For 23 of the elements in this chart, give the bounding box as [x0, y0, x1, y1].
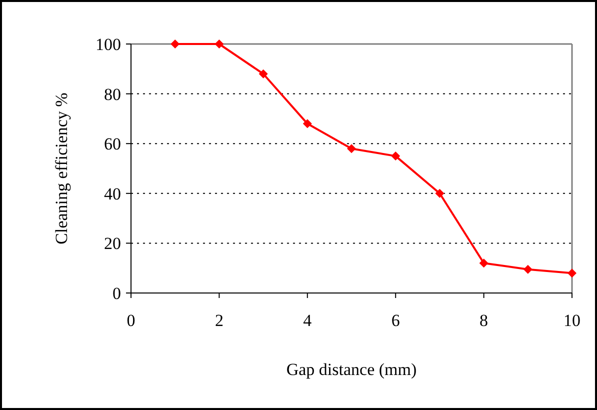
- y-axis-title: Cleaning efficiency %: [52, 92, 71, 244]
- y-tick-label: 20: [104, 234, 121, 254]
- x-tick-label: 4: [303, 311, 312, 330]
- point: [479, 258, 488, 268]
- x-tick-label: 2: [214, 311, 224, 330]
- x-axis-title: Gap distance (mm): [286, 360, 417, 379]
- point: [523, 264, 532, 274]
- y-tick-label: 100: [96, 34, 121, 54]
- point: [391, 152, 400, 161]
- x-tick-label: 8: [480, 311, 488, 330]
- point: [258, 69, 268, 78]
- x-tick-label: 6: [391, 311, 400, 330]
- y-tick-label: 60: [104, 134, 121, 154]
- x-tick-label: 0: [126, 311, 136, 330]
- point: [302, 119, 312, 128]
- point: [347, 144, 356, 154]
- y-tick-label: 0: [112, 284, 121, 303]
- y-tick-label: 80: [104, 84, 121, 104]
- y-tick-label: 40: [104, 184, 121, 204]
- point: [435, 188, 444, 198]
- x-tick-label: 10: [564, 311, 580, 330]
- point: [568, 268, 576, 278]
- point: [214, 40, 224, 48]
